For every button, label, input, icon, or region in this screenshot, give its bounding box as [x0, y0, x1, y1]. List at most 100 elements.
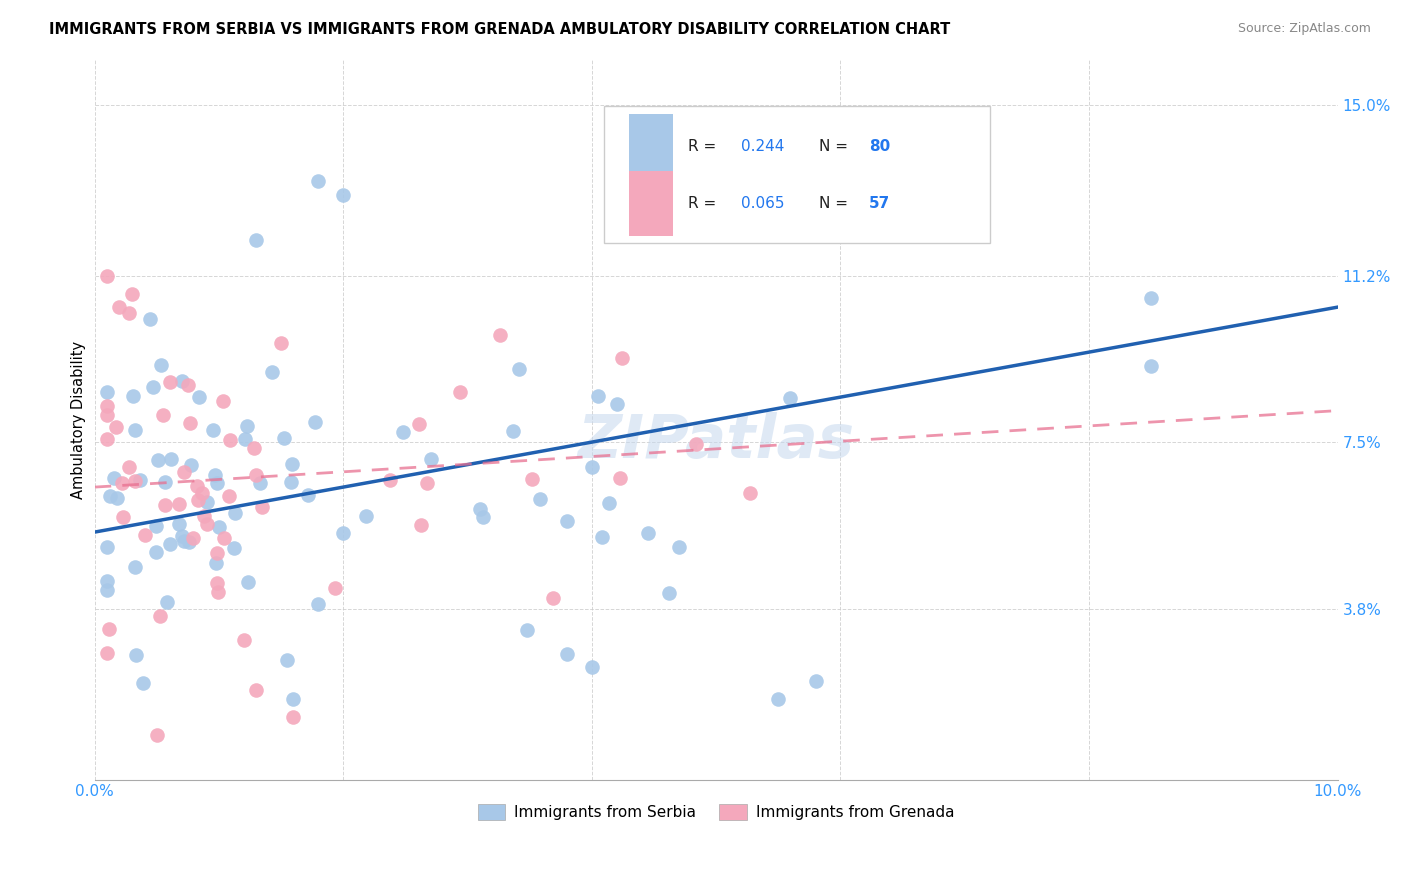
Point: [307, 597, 329, 611]
Point: [516, 623, 538, 637]
Point: [205, 546, 228, 560]
Point: [598, 496, 620, 510]
Point: [408, 417, 430, 431]
Legend: Immigrants from Serbia, Immigrants from Grenada: Immigrants from Serbia, Immigrants from …: [471, 797, 960, 826]
Point: [129, 473, 152, 487]
Point: [187, 493, 209, 508]
Point: [145, 728, 167, 742]
Point: [96, 399, 118, 413]
Point: [96, 408, 118, 422]
Point: [245, 682, 267, 697]
Point: [98, 622, 121, 636]
Point: [685, 437, 707, 451]
Point: [738, 486, 761, 500]
Point: [218, 489, 240, 503]
Point: [96, 432, 118, 446]
Point: [208, 520, 231, 534]
Point: [124, 423, 146, 437]
Point: [637, 525, 659, 540]
Point: [96, 583, 118, 598]
Point: [160, 452, 183, 467]
Point: [668, 540, 690, 554]
Point: [155, 595, 177, 609]
Point: [173, 534, 195, 549]
Point: [250, 500, 273, 514]
Point: [297, 488, 319, 502]
Point: [276, 652, 298, 666]
Point: [201, 423, 224, 437]
Point: [167, 516, 190, 531]
Point: [502, 424, 524, 438]
Point: [555, 647, 578, 661]
Point: [108, 300, 131, 314]
Point: [218, 433, 240, 447]
Point: [804, 673, 827, 688]
Point: [193, 509, 215, 524]
Point: [233, 432, 256, 446]
Point: [606, 397, 628, 411]
Point: [658, 586, 681, 600]
Text: R =: R =: [688, 139, 721, 153]
Point: [134, 528, 156, 542]
FancyBboxPatch shape: [605, 106, 990, 244]
Point: [180, 458, 202, 473]
Point: [152, 409, 174, 423]
Text: 0.244: 0.244: [741, 139, 785, 153]
Point: [150, 359, 173, 373]
Point: [146, 452, 169, 467]
FancyBboxPatch shape: [628, 171, 672, 235]
Point: [145, 545, 167, 559]
Point: [145, 519, 167, 533]
Point: [155, 475, 177, 489]
Point: [529, 492, 551, 507]
Point: [195, 495, 218, 509]
Point: [471, 510, 494, 524]
Point: [125, 648, 148, 662]
Point: [283, 709, 305, 723]
Point: [245, 233, 267, 247]
Point: [238, 575, 260, 590]
Point: [581, 459, 603, 474]
Point: [111, 509, 134, 524]
Point: [245, 468, 267, 483]
Point: [581, 660, 603, 674]
Point: [96, 574, 118, 588]
Text: ZIPatlas: ZIPatlas: [578, 412, 855, 471]
Point: [449, 384, 471, 399]
Point: [1140, 291, 1163, 305]
Point: [270, 336, 292, 351]
Point: [205, 475, 228, 490]
Point: [124, 560, 146, 574]
Point: [224, 507, 246, 521]
Point: [232, 633, 254, 648]
Text: 57: 57: [869, 196, 890, 211]
Point: [204, 468, 226, 483]
Point: [354, 508, 377, 523]
Point: [273, 431, 295, 445]
Point: [96, 646, 118, 660]
Point: [307, 174, 329, 188]
Point: [508, 361, 530, 376]
Point: [205, 575, 228, 590]
Point: [96, 385, 118, 400]
Point: [142, 380, 165, 394]
Point: [779, 391, 801, 405]
Point: [181, 531, 204, 545]
Point: [610, 351, 633, 365]
Point: [205, 556, 228, 570]
Point: [96, 268, 118, 283]
Point: [249, 476, 271, 491]
Point: [111, 476, 134, 491]
Point: [236, 419, 259, 434]
Point: [768, 691, 790, 706]
Point: [520, 471, 543, 485]
Point: [280, 475, 302, 490]
Point: [153, 498, 176, 512]
Point: [104, 420, 127, 434]
Point: [121, 389, 143, 403]
Point: [118, 460, 141, 475]
Point: [105, 491, 128, 506]
Point: [132, 676, 155, 690]
Text: R =: R =: [688, 196, 721, 211]
Point: [121, 286, 143, 301]
